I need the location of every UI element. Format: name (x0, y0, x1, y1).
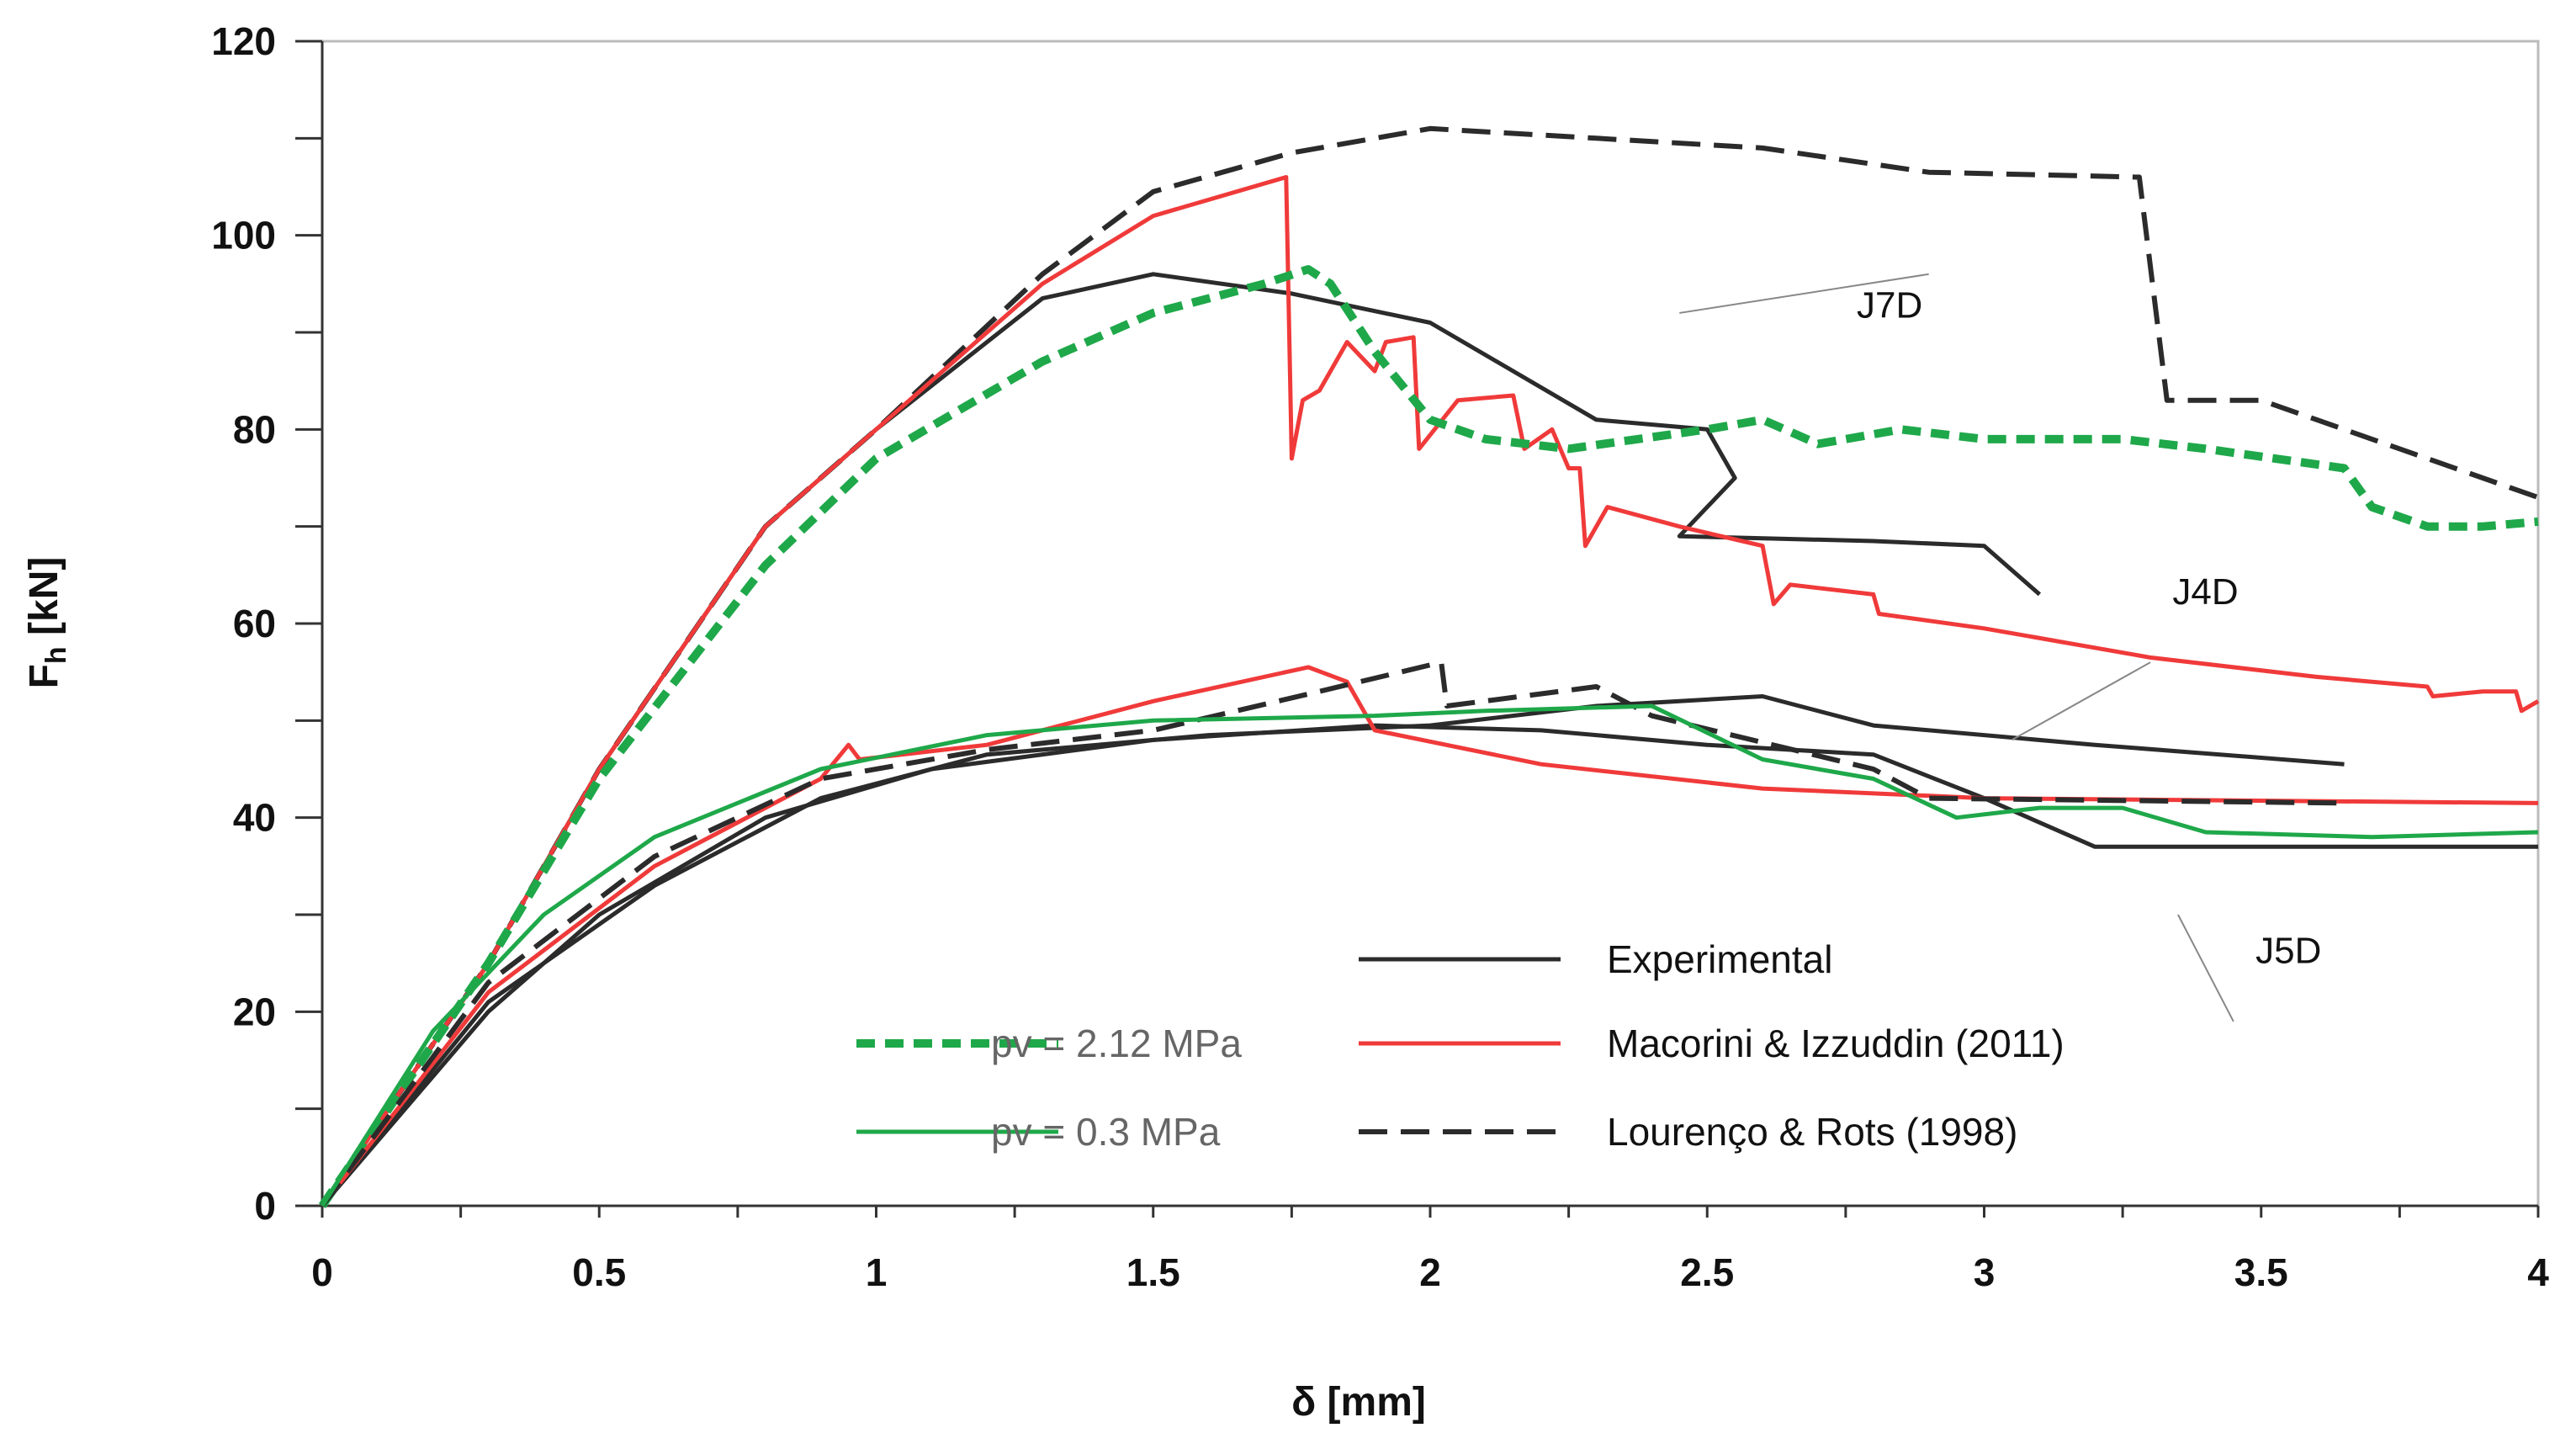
series-group (318, 125, 2540, 1208)
annotations: J7D J4D J5D (1679, 273, 2321, 1022)
series-line-j7d-macorini-izzuddin-2011- (320, 175, 2540, 1208)
x-tick-label: 0.5 (572, 1250, 626, 1294)
y-axis-label: Fh [kN] (22, 557, 72, 689)
series-line-j7d-louren-o-rots-1998- (320, 125, 2539, 1208)
series-line-lower-macorini-izzuddin-2011- (321, 665, 2539, 1208)
y-tick-label: 60 (233, 602, 276, 645)
series-line-j7d-pv-2-12-mpa (318, 265, 2539, 1208)
x-tick-label: 3.5 (2234, 1250, 2288, 1294)
annotation-leader-line (2011, 661, 2151, 741)
y-tick-label: 20 (233, 990, 276, 1033)
x-tick-label: 3 (1974, 1250, 1996, 1294)
x-tick-label: 4 (2527, 1250, 2549, 1294)
y-tick-label: 100 (211, 214, 276, 257)
y-axis-label-main: F (22, 664, 66, 688)
series-line-j5d-experimental (321, 723, 2538, 1208)
legend-label: Macorini & Izzuddin (2011) (1607, 1022, 2065, 1065)
series-line-lower-louren-o-rots-1998- (320, 660, 2345, 1208)
x-tick-label: 2 (1419, 1250, 1441, 1294)
legend-label: pv = 2.12 MPa (991, 1022, 1242, 1065)
x-axis-label: δ [mm] (1291, 1380, 1426, 1425)
legend-label: Experimental (1607, 937, 1832, 981)
x-tick-label: 0 (311, 1250, 333, 1294)
x-tick-label: 2.5 (1680, 1250, 1734, 1294)
y-axis-label-sub: h (40, 646, 72, 664)
y-tick-label: 40 (233, 796, 276, 840)
x-tick-label: 1.5 (1126, 1250, 1180, 1294)
plot-frame (321, 40, 2540, 1208)
y-tick-label: 120 (211, 19, 276, 63)
annotation-label: J5D (2255, 931, 2321, 972)
x-tick-label: 1 (866, 1250, 888, 1294)
legend-label: Lourenço & Rots (1998) (1607, 1110, 2017, 1154)
series-line-j4d-experimental (321, 694, 2345, 1208)
y-axis-label-unit: [kN] (22, 557, 66, 647)
y-tick-label: 80 (233, 407, 276, 451)
annotation-leader-line (1679, 273, 1929, 314)
annotation-label: J7D (1857, 285, 1922, 326)
series-line-lower-pv-0-3-mpa (320, 703, 2539, 1208)
y-tick-label: 0 (254, 1184, 276, 1228)
legend: Experimental Macorini & Izzuddin (2011) Lo… (856, 937, 2065, 1154)
annotation-leader-line (2177, 914, 2234, 1022)
annotation-label: J4D (2172, 571, 2238, 613)
legend-label: pv = 0.3 MPa (991, 1110, 1221, 1154)
